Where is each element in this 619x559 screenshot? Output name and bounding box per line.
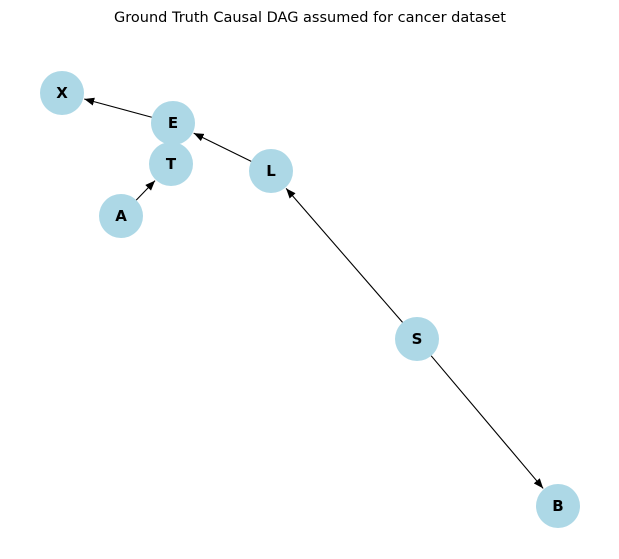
node-circle bbox=[249, 149, 293, 193]
edge-a-to-t bbox=[135, 180, 156, 201]
node-label: L bbox=[266, 162, 276, 180]
node-label: E bbox=[168, 114, 178, 132]
node-s: S bbox=[395, 317, 439, 361]
node-label: X bbox=[56, 84, 68, 102]
node-label: S bbox=[412, 330, 423, 348]
node-circle bbox=[151, 101, 195, 145]
node-circle bbox=[536, 484, 580, 528]
node-circle bbox=[99, 194, 143, 238]
node-label: B bbox=[552, 497, 563, 515]
edge-e-to-x bbox=[84, 97, 152, 118]
node-l: L bbox=[249, 149, 293, 193]
node-t: T bbox=[149, 142, 193, 186]
node-circle bbox=[149, 142, 193, 186]
node-x: X bbox=[40, 71, 84, 115]
edge-s-to-b bbox=[430, 355, 544, 489]
edges-layer bbox=[84, 97, 544, 489]
node-label: T bbox=[166, 155, 177, 173]
edge-s-to-l bbox=[285, 187, 403, 323]
node-b: B bbox=[536, 484, 580, 528]
node-circle bbox=[40, 71, 84, 115]
node-e: E bbox=[151, 101, 195, 145]
nodes-layer: X E T L A S B bbox=[40, 71, 580, 528]
node-label: A bbox=[115, 207, 127, 225]
node-a: A bbox=[99, 194, 143, 238]
edge-l-to-e bbox=[193, 132, 252, 162]
diagram-title: Ground Truth Causal DAG assumed for canc… bbox=[114, 10, 506, 26]
node-circle bbox=[395, 317, 439, 361]
